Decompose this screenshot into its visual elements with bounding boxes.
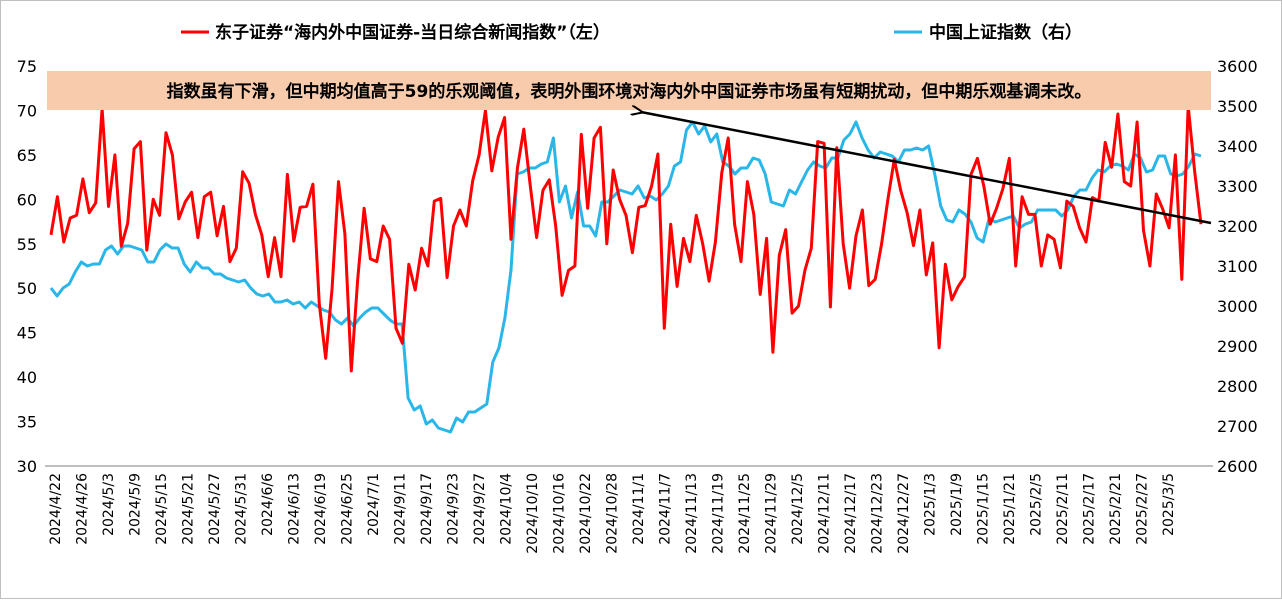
left-tick-label: 45 bbox=[17, 324, 37, 343]
x-tick-label: 2024/10/4 bbox=[499, 473, 515, 545]
x-tick-label: 2025/2/5 bbox=[1029, 473, 1045, 536]
x-tick-label: 2024/4/22 bbox=[48, 473, 64, 545]
x-tick-label: 2024/11/1 bbox=[631, 473, 647, 545]
x-tick-label: 2024/10/16 bbox=[552, 473, 568, 554]
x-tick-label: 2024/10/22 bbox=[578, 473, 594, 554]
x-tick-label: 2024/5/3 bbox=[101, 473, 117, 536]
x-tick-label: 2024/11/13 bbox=[684, 473, 700, 554]
x-tick-label: 2024/9/17 bbox=[419, 473, 435, 545]
legend: 东子证券“海内外中国证券-当日综合新闻指数”（左） 中国上证指数（右） bbox=[181, 22, 1082, 43]
x-tick-label: 2025/1/21 bbox=[1002, 473, 1018, 545]
x-tick-label: 2024/5/15 bbox=[154, 473, 170, 545]
x-tick-label: 2024/4/26 bbox=[75, 473, 91, 545]
x-tick-label: 2025/1/9 bbox=[949, 473, 965, 536]
x-tick-label: 2024/11/29 bbox=[764, 473, 780, 554]
x-tick-label: 2024/12/17 bbox=[843, 473, 859, 554]
x-tick-label: 2024/10/10 bbox=[525, 473, 541, 554]
right-tick-label: 3300 bbox=[1217, 177, 1258, 196]
trend-arrow bbox=[641, 112, 1212, 225]
x-tick-label: 2024/6/6 bbox=[260, 473, 276, 536]
right-tick-label: 3500 bbox=[1217, 97, 1258, 116]
x-tick-label: 2024/9/27 bbox=[472, 473, 488, 545]
x-tick-label: 2024/5/9 bbox=[128, 473, 144, 536]
x-tick-label: 2024/9/11 bbox=[393, 473, 409, 545]
right-axis-ticks: 2600 2700 2800 2900 3000 3100 3200 3300 3400 3500… bbox=[1217, 57, 1258, 476]
left-tick-label: 75 bbox=[17, 57, 37, 76]
x-tick-label: 2024/12/5 bbox=[790, 473, 806, 545]
legend-label-news-index: 东子证券“海内外中国证券-当日综合新闻指数”（左） bbox=[215, 22, 610, 43]
left-tick-label: 35 bbox=[17, 413, 37, 432]
x-tick-label: 2024/5/21 bbox=[181, 473, 197, 545]
x-tick-label: 2025/3/5 bbox=[1161, 473, 1177, 536]
x-tick-label: 2025/2/17 bbox=[1082, 473, 1098, 545]
x-tick-label: 2024/11/19 bbox=[711, 473, 727, 554]
x-tick-label: 2024/9/23 bbox=[446, 473, 462, 545]
x-tick-label: 2025/2/27 bbox=[1135, 473, 1151, 545]
right-tick-label: 3000 bbox=[1217, 297, 1258, 316]
x-tick-label: 2025/2/21 bbox=[1108, 473, 1124, 545]
x-tick-label: 2024/12/23 bbox=[870, 473, 886, 554]
annotation-text: 指数虽有下滑，但中期均值高于59的乐观阈值，表明外围环境对海内外中国证券市场虽有… bbox=[167, 81, 1092, 102]
x-tick-label: 2024/11/25 bbox=[737, 473, 753, 554]
right-tick-label: 3400 bbox=[1217, 137, 1258, 156]
x-tick-label: 2024/10/28 bbox=[605, 473, 621, 554]
x-tick-label: 2025/1/3 bbox=[923, 473, 939, 536]
x-tick-label: 2024/6/19 bbox=[313, 473, 329, 545]
x-tick-label: 2024/11/7 bbox=[658, 473, 674, 545]
left-tick-label: 30 bbox=[17, 457, 37, 476]
x-tick-label: 2024/5/27 bbox=[207, 473, 223, 545]
right-tick-label: 3600 bbox=[1217, 57, 1258, 76]
right-tick-label: 2600 bbox=[1217, 457, 1258, 476]
left-tick-label: 55 bbox=[17, 235, 37, 254]
sse-index-line bbox=[49, 120, 1202, 434]
x-tick-label: 2024/5/31 bbox=[234, 473, 250, 545]
right-tick-label: 3100 bbox=[1217, 257, 1258, 276]
annotation-box bbox=[47, 71, 1211, 110]
x-tick-label: 2024/12/11 bbox=[817, 473, 833, 554]
news-index-line bbox=[49, 104, 1203, 373]
left-axis-ticks: 30 35 40 45 50 55 60 65 70 75 bbox=[17, 57, 37, 476]
x-tick-label: 2024/7/1 bbox=[366, 473, 382, 536]
right-tick-label: 2700 bbox=[1217, 417, 1258, 436]
x-tick-label: 2025/2/11 bbox=[1055, 473, 1071, 545]
left-tick-label: 70 bbox=[17, 101, 37, 120]
x-tick-label: 2024/6/25 bbox=[340, 473, 356, 545]
x-tick-label: 2024/6/13 bbox=[287, 473, 303, 545]
left-tick-label: 40 bbox=[17, 368, 37, 387]
left-tick-label: 65 bbox=[17, 146, 37, 165]
left-tick-label: 60 bbox=[17, 190, 37, 209]
x-tick-label: 2025/1/15 bbox=[976, 473, 992, 545]
left-tick-label: 50 bbox=[17, 279, 37, 298]
x-tick-label: 2024/12/27 bbox=[896, 473, 912, 554]
right-tick-label: 2900 bbox=[1217, 337, 1258, 356]
right-tick-label: 3200 bbox=[1217, 217, 1258, 236]
right-tick-label: 2800 bbox=[1217, 377, 1258, 396]
x-axis-ticks: 2024/4/22 2024/4/26 2024/5/3 2024/5/9 2024/5… bbox=[48, 473, 1177, 554]
legend-label-sse-index: 中国上证指数（右） bbox=[929, 22, 1082, 43]
